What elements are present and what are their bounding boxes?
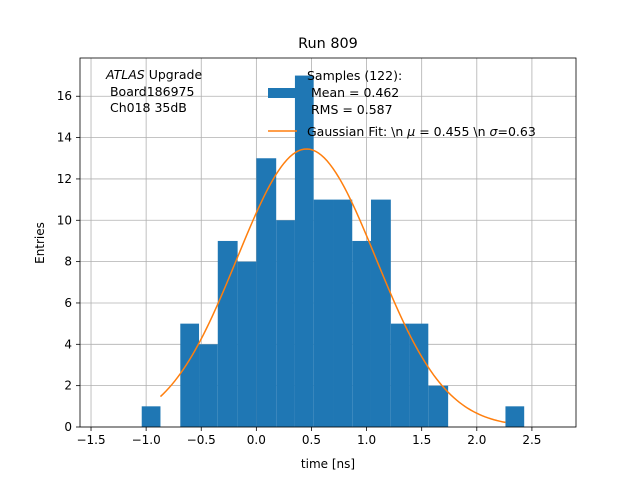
y-tick-label: 6	[64, 296, 72, 310]
y-axis-ticks: 0 2 4 6 8 10 12 14 16	[57, 89, 80, 434]
y-tick-label: 0	[64, 420, 72, 434]
x-tick-label: 2.0	[467, 433, 486, 447]
y-tick-label: 2	[64, 379, 72, 393]
histogram-bar	[409, 323, 429, 427]
histogram-bar	[313, 199, 334, 427]
x-tick-label: 0.5	[302, 433, 321, 447]
x-tick-label: 1.5	[412, 433, 431, 447]
legend-hist-line-3: RMS = 0.587	[307, 102, 393, 117]
legend-hist-swatch	[268, 88, 297, 98]
legend-fit-sigma: σ	[490, 124, 499, 139]
chart-title: Run 809	[298, 36, 358, 52]
legend: Samples (122): Mean = 0.462 RMS = 0.587 …	[268, 68, 536, 139]
annotation-upgrade: Upgrade	[145, 67, 203, 82]
y-axis-title: Entries	[33, 222, 47, 264]
x-tick-label: −0.5	[187, 433, 216, 447]
histogram-bar	[390, 323, 410, 427]
histogram-bar	[180, 323, 200, 427]
annotation-line-1: ATLAS Upgrade	[105, 67, 202, 82]
histogram-bar	[333, 199, 353, 427]
histogram-bar	[352, 240, 371, 427]
histogram-bar	[276, 220, 295, 427]
annotation-line-3: Ch018 35dB	[106, 100, 187, 115]
x-axis-ticks: −1.5 −1.0 −0.5 0.0 0.5 1.0 1.5 2.0 2.5	[76, 427, 541, 447]
y-tick-label: 12	[57, 172, 72, 186]
x-tick-label: −1.0	[132, 433, 161, 447]
legend-fit-mid: = 0.455 \n	[415, 124, 489, 139]
histogram-bar	[141, 406, 161, 427]
histogram-bar	[428, 385, 449, 427]
histogram-bar	[199, 344, 218, 427]
x-tick-label: −1.5	[76, 433, 105, 447]
x-axis-title: time [ns]	[301, 457, 355, 471]
histogram-bar	[217, 240, 238, 427]
x-tick-label: 2.5	[522, 433, 541, 447]
histogram-bars	[141, 75, 525, 428]
legend-hist-line-1: Samples (122):	[307, 68, 402, 83]
y-tick-label: 4	[64, 337, 72, 351]
histogram-bar	[505, 406, 525, 427]
histogram-bar	[370, 199, 391, 427]
legend-fit-suffix: =0.63	[497, 124, 535, 139]
annotation-atlas: ATLAS	[105, 67, 145, 82]
y-tick-label: 8	[64, 255, 72, 269]
info-annotation: ATLAS Upgrade Board186975 Ch018 35dB	[105, 67, 202, 115]
legend-hist-line-2: Mean = 0.462	[307, 85, 399, 100]
annotation-line-2: Board186975	[106, 84, 194, 99]
x-tick-label: 0.0	[247, 433, 266, 447]
histogram-bar	[237, 261, 257, 427]
y-tick-label: 10	[57, 213, 72, 227]
legend-fit-label: Gaussian Fit: \n μ = 0.455 \n σ=0.63	[307, 124, 536, 139]
x-tick-label: 1.0	[357, 433, 376, 447]
y-tick-label: 16	[57, 89, 72, 103]
gaussian-fit-curve	[159, 148, 506, 424]
histogram-bar	[256, 158, 277, 427]
legend-fit-mu: μ	[406, 124, 415, 139]
plot-frame	[79, 57, 577, 428]
legend-fit-prefix: Gaussian Fit: \n	[307, 124, 407, 139]
y-tick-label: 14	[57, 131, 72, 145]
histogram-bar	[294, 75, 314, 428]
